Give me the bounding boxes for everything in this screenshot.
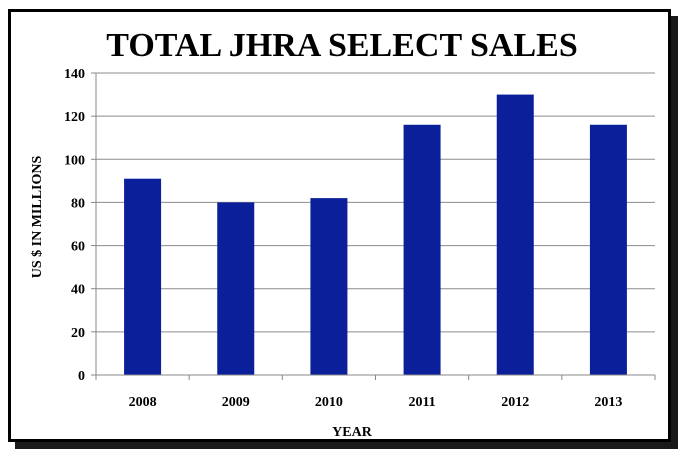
bar-2010 [310,198,348,375]
y-tick-label: 120 [64,110,85,125]
bar-2013 [589,124,627,376]
x-tick-labels: 2008 2009 2010 2011 2012 2013 [129,395,623,410]
bar-2012 [496,94,534,376]
bar-2008 [124,178,162,375]
x-tick-label: 2011 [408,395,435,410]
y-tick-label: 40 [71,283,85,298]
bar-2009 [217,202,255,375]
bar-2011 [403,124,441,376]
y-tick-label: 80 [71,196,85,211]
y-tick-label: 140 [64,67,85,82]
y-tick-labels: 0 20 40 60 80 100 120 140 [64,67,85,384]
x-axis-title: YEAR [332,425,373,440]
x-tick-label: 2010 [315,395,343,410]
bars [95,94,656,380]
y-tick-label: 0 [78,369,85,384]
y-tick-label: 60 [71,240,85,255]
x-tick-label: 2013 [594,395,622,410]
y-axis-title: US $ IN MILLIONS [30,156,45,279]
x-tick-label: 2012 [501,395,529,410]
y-tick-label: 20 [71,326,85,341]
x-tick-label: 2009 [222,395,250,410]
gridlines [91,72,655,376]
chart-title: TOTAL JHRA SELECT SALES [106,27,577,64]
x-tick-label: 2008 [129,395,157,410]
y-tick-label: 100 [64,153,85,168]
